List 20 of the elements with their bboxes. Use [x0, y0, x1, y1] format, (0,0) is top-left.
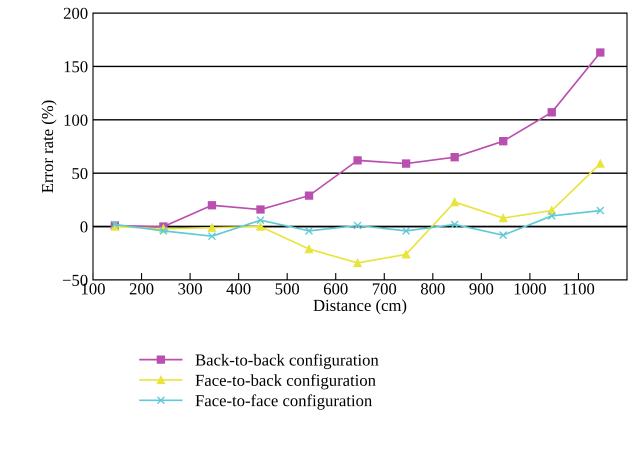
x-tick-label: 300 — [178, 283, 202, 295]
x-tick-label: 800 — [420, 283, 445, 295]
legend-label: Back-to-back configuration — [196, 354, 379, 370]
y-tick-label: 200 — [64, 8, 88, 19]
y-tick-label: 0 — [80, 221, 88, 233]
x-tick-label: 700 — [372, 283, 396, 295]
x-axis-title: Distance (cm) — [314, 299, 406, 314]
x-tick-label: 1100 — [564, 283, 594, 295]
y-tick-label: 100 — [64, 114, 88, 126]
legend-label: Face-to-face configuration — [196, 394, 372, 410]
x-tick-label: 600 — [324, 283, 348, 295]
x-tick-label: 1000 — [514, 283, 546, 295]
y-axis-title: Error rate (%) — [41, 100, 57, 193]
x-tick-label: 400 — [226, 283, 250, 295]
x-tick-label: 900 — [469, 283, 494, 295]
legend-label: Face-to-back configuration — [196, 374, 376, 390]
y-tick-label: 50 — [72, 168, 88, 180]
x-tick-label: 500 — [276, 283, 300, 295]
x-tick-label: 200 — [130, 283, 154, 295]
y-tick-label: 150 — [64, 61, 88, 72]
